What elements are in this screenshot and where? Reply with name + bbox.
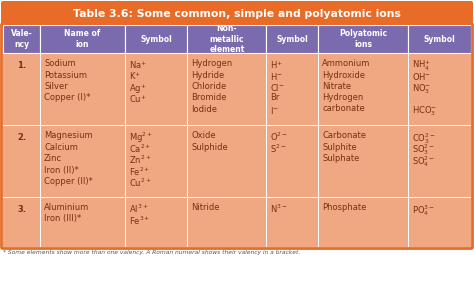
Text: Symbol: Symbol	[276, 34, 308, 44]
Text: Phosphate: Phosphate	[322, 203, 367, 212]
Text: Iron (III)*: Iron (III)*	[44, 214, 82, 224]
Text: Hydride: Hydride	[191, 71, 225, 79]
Text: Cu$^{+}$: Cu$^{+}$	[128, 94, 146, 105]
Text: * Some elements show more than one valency. A Roman numeral shows their valency : * Some elements show more than one valen…	[3, 250, 300, 255]
Text: Polyatomic
ions: Polyatomic ions	[339, 29, 387, 49]
Text: Magnesium: Magnesium	[44, 131, 93, 140]
Text: Iodide: Iodide	[191, 105, 218, 114]
Text: Hydrogen: Hydrogen	[322, 94, 364, 102]
Text: Mg$^{2+}$: Mg$^{2+}$	[128, 131, 153, 146]
Text: Ca$^{2+}$: Ca$^{2+}$	[128, 143, 151, 155]
Text: Sodium: Sodium	[44, 59, 76, 68]
Text: Silver: Silver	[44, 82, 68, 91]
Bar	[3, 197, 471, 247]
Text: SO$_{3}^{2-}$: SO$_{3}^{2-}$	[412, 143, 436, 157]
Text: Chloride: Chloride	[191, 82, 227, 91]
Text: NO$_{3}^{-}$: NO$_{3}^{-}$	[412, 82, 431, 96]
Text: O$^{2-}$: O$^{2-}$	[271, 131, 288, 144]
Text: Bromide: Bromide	[191, 94, 227, 102]
Bar	[3, 53, 471, 125]
Text: Hydroxide: Hydroxide	[322, 71, 365, 79]
Text: CO$_{3}^{2-}$: CO$_{3}^{2-}$	[412, 131, 436, 146]
Text: H$^{-}$: H$^{-}$	[271, 71, 283, 82]
Text: Fe$^{2+}$: Fe$^{2+}$	[128, 166, 150, 178]
Text: carbonate: carbonate	[322, 104, 365, 113]
Text: K$^{+}$: K$^{+}$	[128, 71, 141, 82]
Text: Nitrate: Nitrate	[322, 82, 351, 91]
Text: Oxide: Oxide	[191, 131, 216, 140]
Bar	[3, 125, 471, 197]
Text: Ag$^{+}$: Ag$^{+}$	[128, 82, 146, 96]
Text: Copper (II)*: Copper (II)*	[44, 177, 93, 186]
Text: 1.: 1.	[17, 61, 26, 70]
Text: Non-
metallic
element: Non- metallic element	[209, 24, 245, 54]
Bar	[266, 25, 318, 53]
Text: Na$^{+}$: Na$^{+}$	[128, 59, 146, 71]
Bar	[187, 25, 266, 53]
FancyBboxPatch shape	[1, 1, 473, 27]
Text: Fe$^{3+}$: Fe$^{3+}$	[128, 214, 150, 227]
Text: Sulphate: Sulphate	[322, 154, 360, 163]
Text: Cu$^{2+}$: Cu$^{2+}$	[128, 177, 151, 189]
Text: Sulphide: Sulphide	[191, 143, 228, 152]
Text: Aluminium: Aluminium	[44, 203, 89, 212]
Bar	[125, 25, 187, 53]
Text: Vale-
ncy: Vale- ncy	[11, 29, 32, 49]
Text: OH$^{-}$: OH$^{-}$	[412, 71, 431, 82]
Text: Symbol: Symbol	[424, 34, 456, 44]
Bar	[318, 25, 408, 53]
Text: PO$_{4}^{3-}$: PO$_{4}^{3-}$	[412, 203, 435, 218]
Text: Calcium: Calcium	[44, 143, 78, 152]
Text: 3.: 3.	[17, 205, 26, 214]
Text: Br: Br	[271, 94, 280, 102]
Text: Table 3.6: Some common, simple and polyatomic ions: Table 3.6: Some common, simple and polya…	[73, 9, 401, 19]
Text: Symbol: Symbol	[140, 34, 172, 44]
Text: Hydrogen: Hydrogen	[191, 59, 233, 68]
Text: Carbonate: Carbonate	[322, 131, 366, 140]
Text: S$^{2-}$: S$^{2-}$	[271, 143, 287, 155]
Text: 2.: 2.	[17, 133, 26, 142]
Bar	[40, 25, 125, 53]
Text: SO$_{4}^{2-}$: SO$_{4}^{2-}$	[412, 154, 436, 169]
Text: Name of
ion: Name of ion	[64, 29, 100, 49]
Text: Zinc: Zinc	[44, 154, 62, 163]
Text: I$^{-}$: I$^{-}$	[271, 105, 279, 116]
Text: H$^{+}$: H$^{+}$	[271, 59, 283, 71]
Text: HCO$_{3}^{-}$: HCO$_{3}^{-}$	[412, 105, 438, 119]
Bar	[408, 25, 471, 53]
Text: Iron (II)*: Iron (II)*	[44, 166, 79, 174]
Text: Ammonium: Ammonium	[322, 59, 371, 68]
Text: Copper (I)*: Copper (I)*	[44, 94, 91, 102]
Text: Nitride: Nitride	[191, 203, 220, 212]
Text: Sulphite: Sulphite	[322, 143, 357, 152]
Text: Zn$^{2+}$: Zn$^{2+}$	[128, 154, 151, 166]
Text: Cl$^{-}$: Cl$^{-}$	[271, 82, 285, 93]
Bar	[3, 25, 40, 53]
Text: N$^{3-}$: N$^{3-}$	[271, 203, 288, 216]
Text: Potassium: Potassium	[44, 71, 87, 79]
Text: NH$_{4}^{+}$: NH$_{4}^{+}$	[412, 59, 431, 73]
Text: Al$^{3+}$: Al$^{3+}$	[128, 203, 148, 216]
